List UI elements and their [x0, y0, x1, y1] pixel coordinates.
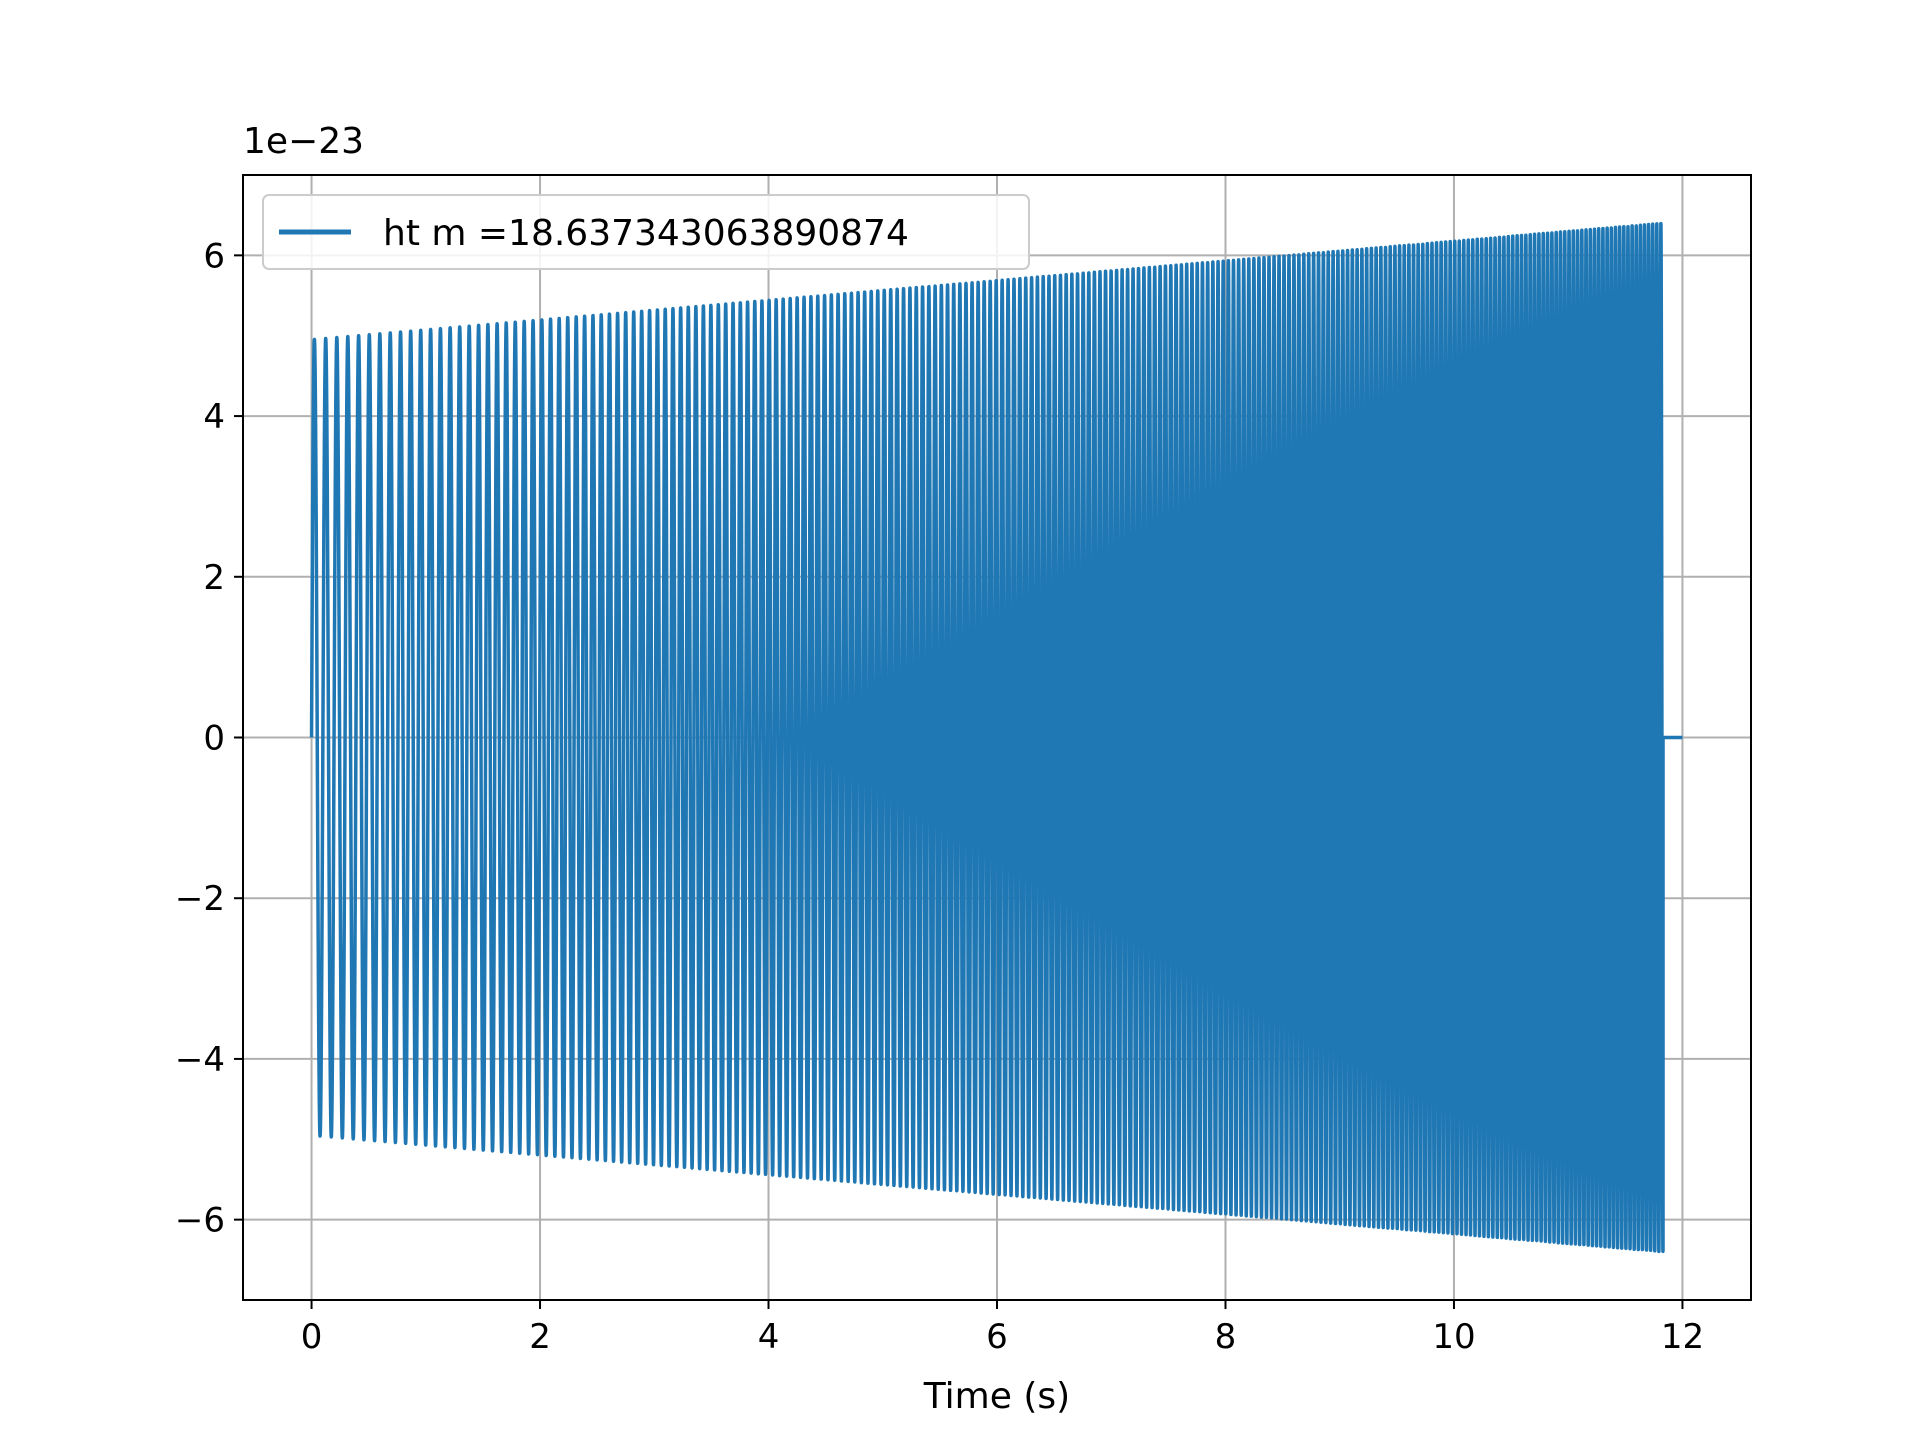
x-tick-label: 10 [1432, 1317, 1475, 1357]
legend: ht m =18.637343063890874 [262, 194, 1030, 270]
series-layer [309, 221, 1683, 1254]
x-axis-label: Time (s) [923, 1376, 1070, 1417]
x-tick-label: 6 [986, 1317, 1008, 1357]
x-tick-label: 4 [758, 1317, 780, 1357]
legend-box [262, 194, 1030, 270]
y-tick-label: −2 [175, 879, 225, 919]
x-axis: 0 2 4 6 8 10 12 [301, 1300, 1704, 1357]
x-tick-label: 8 [1215, 1317, 1237, 1357]
legend-label: ht m =18.637343063890874 [383, 213, 909, 254]
y-tick-label: 0 [203, 719, 225, 759]
y-axis: −6 −4 −2 0 2 4 6 [175, 236, 243, 1241]
y-tick-label: 2 [203, 558, 225, 598]
y-tick-label: 4 [203, 397, 225, 437]
y-tick-label: −6 [175, 1201, 225, 1241]
series-line [309, 221, 1683, 1254]
x-tick-label: 2 [529, 1317, 551, 1357]
x-tick-label: 12 [1661, 1317, 1704, 1357]
y-tick-label: 6 [203, 236, 225, 276]
x-tick-label: 0 [301, 1317, 323, 1357]
y-offset-text: 1e−23 [243, 121, 364, 162]
y-tick-label: −4 [175, 1040, 225, 1080]
